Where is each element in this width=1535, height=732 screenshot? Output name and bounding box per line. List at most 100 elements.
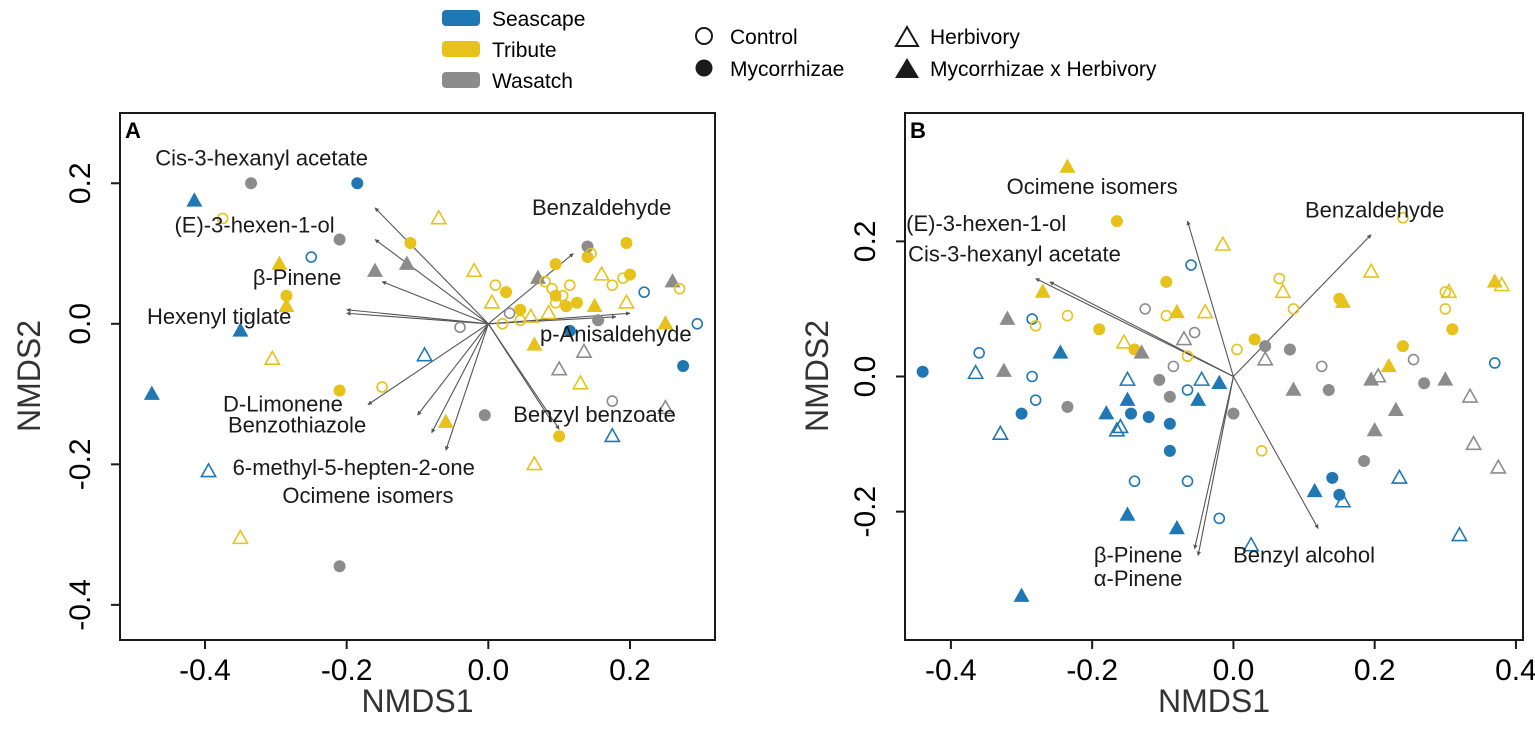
- point-tribute-control: [606, 279, 619, 291]
- point-tribute-control: [496, 317, 509, 330]
- legend-swatch-tribute: [442, 41, 480, 57]
- legend-label-tribute: Tribute: [492, 39, 557, 62]
- legend-filled-circle-icon: [695, 59, 713, 77]
- point-tribute-control: [1181, 350, 1194, 363]
- point-tribute-control: [1273, 272, 1286, 285]
- point-seascape-mycorrhizae-x-herbivory: [232, 322, 249, 337]
- point-wasatch-mycorrhizae: [592, 314, 605, 327]
- point-wasatch-mycorrhizae: [1418, 377, 1431, 390]
- point-seascape-mycorrhizae: [351, 177, 364, 190]
- point-wasatch-herbivory: [575, 342, 593, 358]
- point-tribute-herbivory: [1196, 303, 1214, 319]
- panel-label: B: [910, 118, 926, 143]
- point-tribute-mycorrhizae: [500, 286, 513, 299]
- point-wasatch-mycorrhizae-x-herbivory: [1133, 344, 1150, 359]
- point-tribute-mycorrhizae: [624, 268, 636, 281]
- legend-item-mycorrhizae-x-herbivory: Mycorrhizae x Herbivory: [895, 58, 1157, 81]
- point-tribute-mycorrhizae-x-herbivory: [1334, 293, 1351, 308]
- vector-arrow-hexenyl-tiglate-2: [346, 311, 489, 325]
- point-seascape-herbivory: [991, 424, 1009, 440]
- point-seascape-control: [1213, 512, 1226, 525]
- point-seascape-control: [973, 347, 985, 359]
- point-seascape-control: [1026, 370, 1038, 383]
- point-wasatch-mycorrhizae-x-herbivory: [999, 310, 1016, 325]
- vector-arrow-beta-pinene: [381, 281, 489, 325]
- vector-arrow-benzyl-alcohol: [1232, 376, 1319, 529]
- x-tick-label: -0.4: [179, 654, 231, 687]
- point-seascape-control: [638, 286, 650, 298]
- point-seascape-herbivory: [1108, 421, 1126, 437]
- point-wasatch-mycorrhizae: [1061, 400, 1074, 413]
- vector-label-e-3-hexen-1-ol: (E)-3-hexen-1-ol: [906, 211, 1066, 236]
- panel-b: B -0.4 -0.2 0.0 0.2 0.4 -0.2 0.0 0.2 NMDS1 NMDS2 Oc…: [799, 112, 1535, 719]
- point-wasatch-mycorrhizae-x-herbivory: [1366, 422, 1383, 437]
- point-seascape-mycorrhizae: [1326, 471, 1339, 484]
- point-tribute-mycorrhizae: [620, 236, 633, 249]
- vector-label-ocimene-isomers: Ocimene isomers: [1007, 174, 1178, 199]
- point-seascape-herbivory: [416, 346, 434, 362]
- vector-label-benzyl-alcohol: Benzyl alcohol: [1233, 542, 1375, 567]
- legend-item-tribute: Tribute: [442, 39, 557, 62]
- point-seascape-control: [1181, 384, 1194, 396]
- point-tribute-mycorrhizae: [1160, 275, 1173, 288]
- vector-label-cis-3-hexanyl-acetate: Cis-3-hexanyl acetate: [155, 146, 368, 171]
- panel-a: A -0.4 -0.2 0.0 0.2 -0.4 -0.2 0.0 0.2 NMDS1 NMDS2 C…: [11, 112, 716, 719]
- point-seascape-mycorrhizae-x-herbivory: [1052, 344, 1069, 359]
- point-seascape-mycorrhizae: [563, 324, 576, 337]
- point-tribute-mycorrhizae: [553, 430, 566, 443]
- point-wasatch-mycorrhizae: [1358, 454, 1371, 467]
- point-wasatch-herbivory: [550, 360, 568, 376]
- point-tribute-herbivory: [525, 455, 543, 471]
- point-tribute-mycorrhizae-x-herbivory: [586, 297, 603, 312]
- vector-label-beta-pinene: β-Pinene: [1094, 542, 1182, 567]
- point-seascape-mycorrhizae-x-herbivory: [1119, 391, 1136, 406]
- vector-arrow-6-methyl-5-hepten-2-one: [417, 323, 489, 416]
- point-tribute-herbivory: [1274, 282, 1292, 299]
- vector-arrow-ocimene-isomers: [445, 323, 489, 451]
- point-seascape-herbivory: [1242, 536, 1260, 552]
- point-seascape-mycorrhizae-x-herbivory: [1168, 519, 1185, 535]
- vector-label-benzothiazole: Benzothiazole: [228, 413, 366, 438]
- x-axis-title: NMDS1: [361, 683, 473, 719]
- point-tribute-herbivory: [263, 349, 281, 365]
- vector-arrow-d-limonene: [367, 323, 489, 406]
- point-seascape-control: [1026, 313, 1038, 325]
- legend-label-control: Control: [730, 26, 798, 49]
- legend-label-herbivory: Herbivory: [930, 26, 1020, 49]
- x-tick-label: 0.0: [467, 654, 509, 687]
- legend-label-seascape: Seascape: [492, 8, 585, 31]
- legend-label-wasatch: Wasatch: [492, 70, 573, 93]
- point-wasatch-mycorrhizae: [333, 560, 346, 573]
- point-tribute-mycorrhizae-x-herbivory: [1034, 283, 1051, 298]
- point-seascape-herbivory: [1118, 370, 1136, 386]
- point-seascape-control: [1488, 357, 1501, 369]
- point-wasatch-herbivory: [1256, 350, 1274, 366]
- point-tribute-mycorrhizae-x-herbivory: [1380, 357, 1397, 373]
- point-tribute-control: [1287, 303, 1300, 315]
- legend-item-control: Control: [695, 26, 798, 49]
- point-wasatch-control: [1188, 326, 1201, 339]
- point-wasatch-mycorrhizae: [1153, 373, 1166, 386]
- point-wasatch-mycorrhizae-x-herbivory: [1387, 401, 1404, 417]
- point-tribute-control: [216, 212, 229, 225]
- point-tribute-control: [1029, 320, 1042, 332]
- point-tribute-herbivory: [1493, 276, 1511, 292]
- point-seascape-mycorrhizae-x-herbivory: [1211, 374, 1228, 390]
- point-seascape-mycorrhizae-x-herbivory: [143, 385, 160, 400]
- point-tribute-mycorrhizae: [570, 296, 583, 309]
- legend-swatch-seascape: [442, 10, 480, 26]
- point-wasatch-control: [1167, 360, 1180, 373]
- point-tribute-herbivory: [522, 307, 540, 323]
- legend-open-triangle-icon: [894, 25, 920, 47]
- vector-label-beta-pinene: β-Pinene: [253, 265, 341, 290]
- point-wasatch-control: [454, 321, 466, 334]
- point-seascape-mycorrhizae-x-herbivory: [1306, 482, 1323, 498]
- vector-arrow-cis-3-hexanyl-acetate: [1049, 281, 1234, 377]
- point-seascape-mycorrhizae: [916, 365, 929, 378]
- y-tick-label: 0.0: [849, 356, 882, 398]
- legend-label-mycorrhizae-x-herbivory: Mycorrhizae x Herbivory: [930, 58, 1157, 81]
- point-tribute-herbivory: [1440, 282, 1458, 299]
- point-wasatch-mycorrhizae: [478, 409, 491, 422]
- y-tick-label: -0.4: [64, 579, 97, 631]
